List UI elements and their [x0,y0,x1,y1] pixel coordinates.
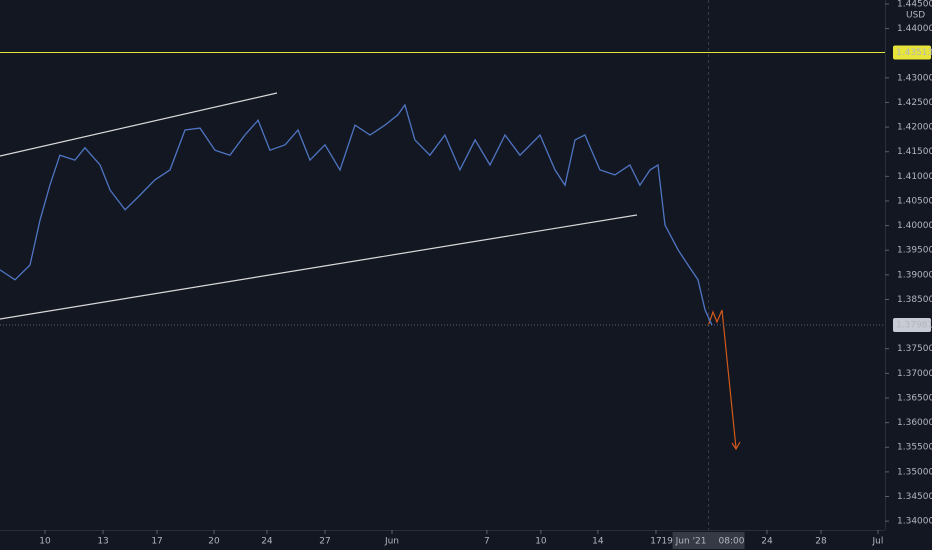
y-tick-label: 1.39500 [897,246,932,256]
y-tick-label: 1.37500 [897,344,932,354]
y-tick-label: 1.35500 [897,443,932,453]
crosshair-date: 19 Jun '21 [661,537,706,547]
y-tick-label: 1.35000 [897,467,932,477]
y-tick-label: 1.43000 [897,73,932,83]
y-tick-label: 1.34000 [897,517,932,527]
x-tick-label: 7 [484,537,490,547]
y-tick-label: 1.41000 [897,172,932,182]
x-tick-label: 17 [650,537,661,547]
y-tick-label: 1.39000 [897,270,932,280]
y-tick-label: 1.40000 [897,221,932,231]
x-tick-label: 10 [39,537,51,547]
y-tick-label: 1.37000 [897,369,932,379]
currency-label: USD [906,11,925,21]
trendline-lower [0,214,638,320]
x-tick-label: 27 [319,537,330,547]
x-tick-label: Jul [872,537,884,547]
y-tick-label: 1.44500 [897,0,932,9]
y-tick-label: 1.44000 [897,24,932,34]
last-price-label-bg [893,318,931,333]
y-tick-label: 1.34500 [897,492,932,502]
x-tick-label: 24 [761,537,773,547]
x-tick-label: 14 [592,537,604,547]
y-tick-label: 1.42000 [897,123,932,133]
price-line-label-bg [893,45,931,60]
x-tick-label: 10 [535,537,547,547]
y-tick-label: 1.36500 [897,393,932,403]
x-tick-label: Jun [384,537,399,547]
trendline-upper [0,92,278,157]
price-series [0,103,713,326]
y-tick-label: 1.42500 [897,98,932,108]
y-tick-label: 1.41500 [897,147,932,157]
crosshair-time: 08:00 [719,537,745,547]
x-tick-label: 24 [261,537,273,547]
y-tick-label: 1.38500 [897,295,932,305]
arrow-head [731,441,741,451]
y-tick-label: 1.36000 [897,418,932,428]
x-tick-label: 13 [97,537,108,547]
crosshair-label-bg [672,532,745,549]
last-price-label: 1.37981 [896,321,932,331]
x-tick-label: 20 [208,537,220,547]
y-tick-label: 1.40500 [897,196,932,206]
x-tick-label: 17 [151,537,162,547]
projection-arrow [707,309,737,449]
x-tick-label: 28 [815,537,827,547]
price-line-label: 1.43513 [896,48,932,58]
